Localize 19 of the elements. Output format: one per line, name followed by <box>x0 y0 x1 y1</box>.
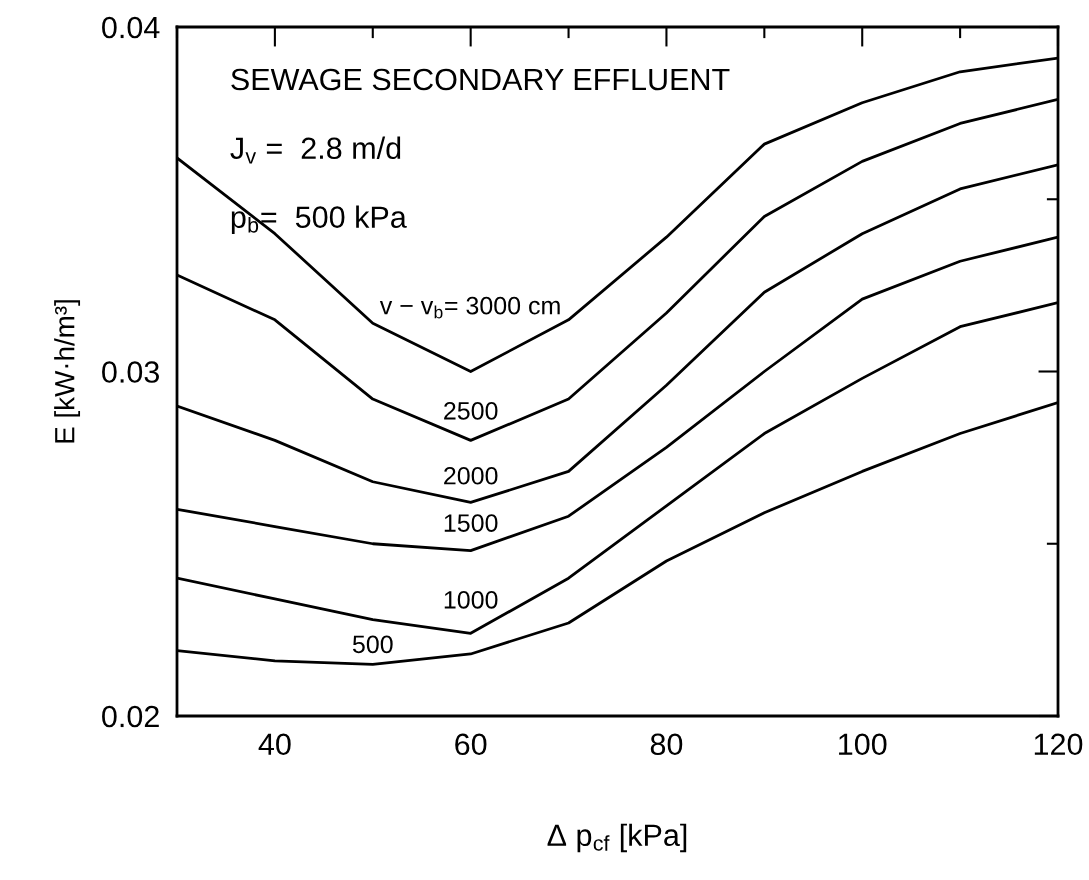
x-tick-label: 120 <box>1034 733 1083 756</box>
annotation: J$_{v}$ = 2.8 m/d <box>230 136 401 164</box>
x-axis-title: Δ p$_{cf}$ [kPa] <box>547 823 687 853</box>
y-tick-label: 0.03 <box>102 361 159 383</box>
series-label: v − v$_{b}$= 3000 cm <box>379 296 560 319</box>
y-tick-label: 0.04 <box>102 16 160 39</box>
x-tick-label: 80 <box>650 733 683 756</box>
series-label: 1500 <box>444 514 498 532</box>
y-tick-label: 0.02 <box>102 705 159 728</box>
annotation: SEWAGE SECONDARY EFFLUENT <box>231 68 730 91</box>
series-label: 2500 <box>444 401 498 420</box>
x-tick-label: 40 <box>258 733 291 756</box>
x-tick-label: 60 <box>455 733 487 756</box>
series-label: 500 <box>352 635 393 654</box>
series-label: 2000 <box>444 466 498 485</box>
y-axis-title: E [kW·h/m³] <box>54 300 81 443</box>
annotation: p$_{b}$= 500 kPa <box>231 205 407 235</box>
x-tick-label: 100 <box>839 733 887 756</box>
series-label: 1000 <box>444 590 498 609</box>
